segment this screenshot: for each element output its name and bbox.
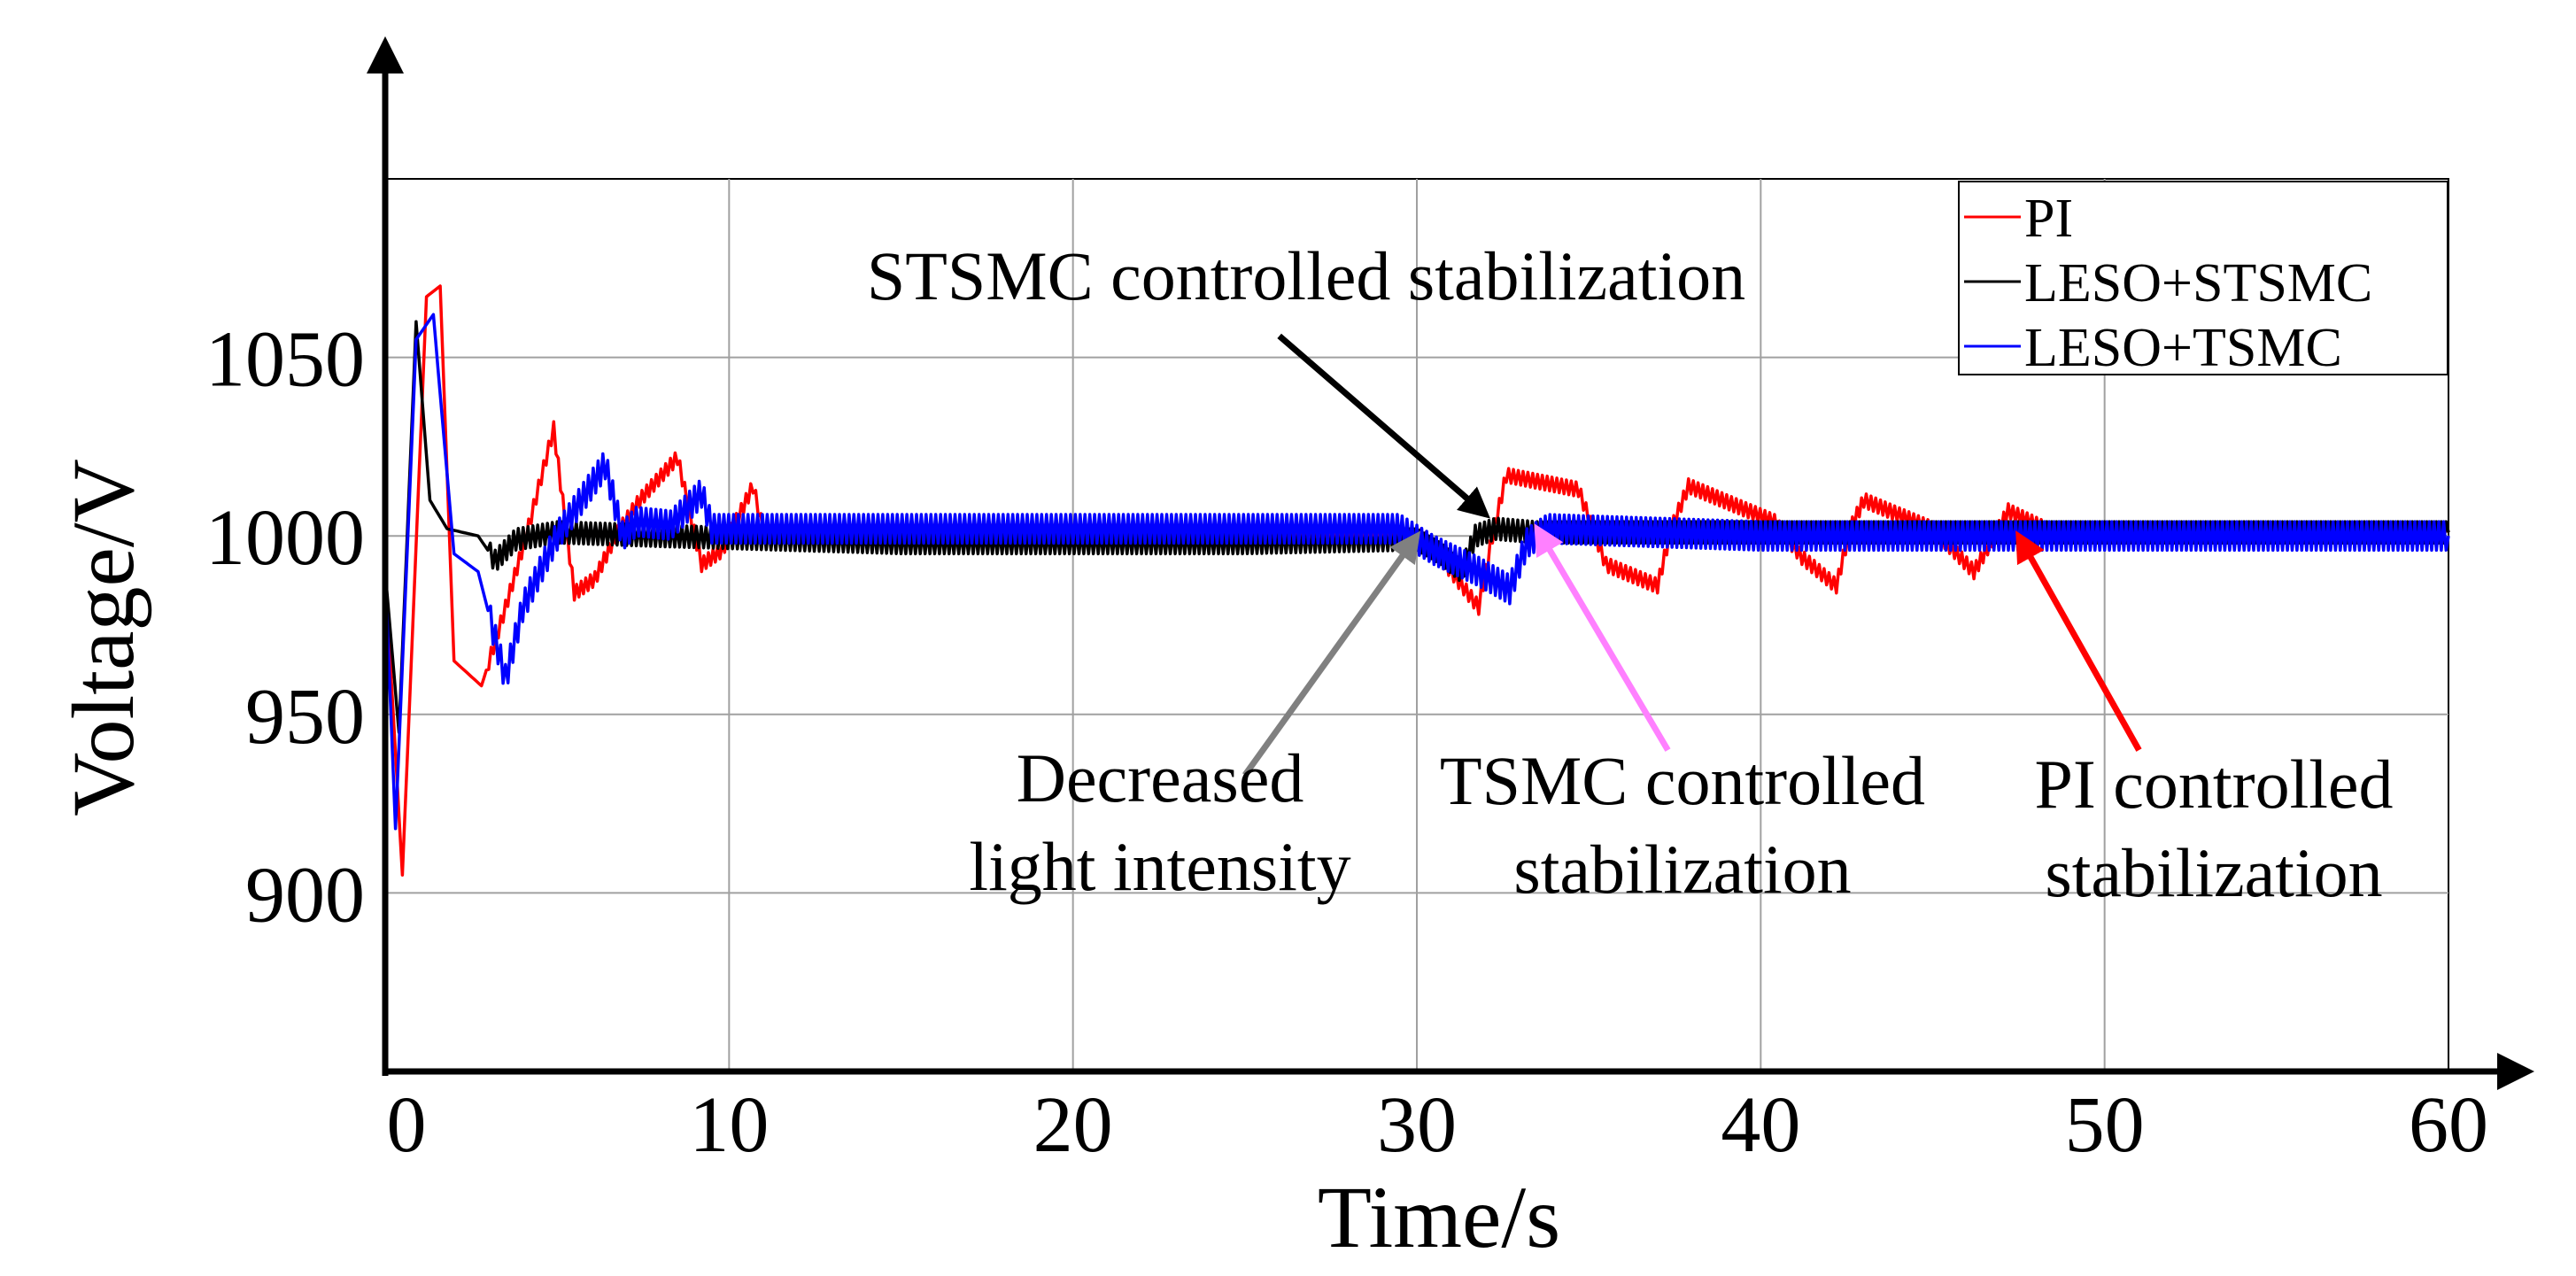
- annotation-text-stsmc: STSMC controlled stabilization: [867, 237, 1745, 314]
- y-axis-label: Voltage/V: [54, 459, 152, 816]
- x-tick-label: 30: [1377, 1081, 1457, 1169]
- annotation-arrow-stsmc: [1277, 333, 1490, 519]
- annotation-text-pi: stabilization: [2045, 834, 2382, 911]
- x-tick-label: 60: [2409, 1081, 2488, 1169]
- annotation-text-pi: PI controlled: [2034, 746, 2393, 823]
- x-tick-label: 20: [1033, 1081, 1113, 1169]
- x-tick-label: 0: [387, 1081, 427, 1169]
- y-tick-label: 900: [245, 851, 365, 939]
- annotation-text-decreased: light intensity: [969, 828, 1350, 905]
- annotations: STSMC controlled stabilization Decreased l…: [867, 237, 2394, 911]
- legend-box: [1958, 181, 2448, 375]
- x-axis-label: Time/s: [1318, 1168, 1560, 1266]
- y-tick-labels: 900 950 1000 1050: [205, 316, 365, 940]
- y-tick-label: 950: [245, 673, 365, 761]
- legend-label: LESO+TSMC: [2024, 318, 2342, 378]
- annotation-text-decreased: Decreased: [1017, 739, 1304, 816]
- legend-label: PI: [2024, 189, 2073, 249]
- y-tick-label: 1000: [205, 494, 365, 582]
- annotation-text-tsmc: stabilization: [1513, 831, 1851, 908]
- x-tick-label: 50: [2065, 1081, 2145, 1169]
- x-tick-label: 10: [689, 1081, 769, 1169]
- annotation-arrow-pi: [2015, 530, 2142, 752]
- legend-label: LESO+STSMC: [2024, 253, 2372, 313]
- axes: [367, 36, 2534, 1090]
- x-tick-labels: 0 10 20 30 40 50 60: [387, 1081, 2489, 1169]
- annotation-text-tsmc: TSMC controlled: [1440, 742, 1925, 819]
- annotation-arrow-decreased: [1242, 530, 1421, 777]
- y-tick-label: 1050: [205, 316, 365, 404]
- annotation-arrow-tsmc: [1534, 523, 1671, 752]
- x-tick-label: 40: [1721, 1081, 1800, 1169]
